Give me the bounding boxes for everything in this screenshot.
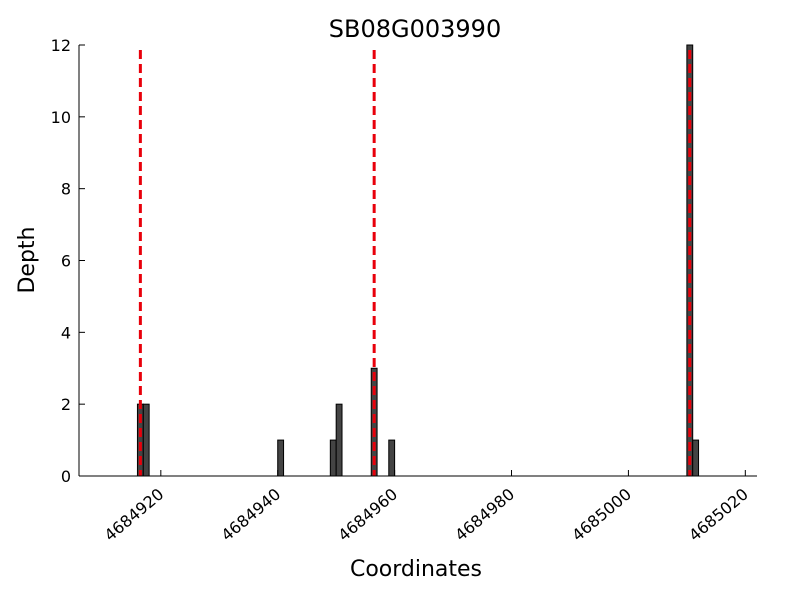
- y-tick-label-0: 0: [61, 467, 71, 486]
- x-tick-label-0: 4684920: [101, 485, 168, 545]
- y-tick-label-3: 6: [61, 252, 71, 271]
- chart-title: SB08G003990: [329, 15, 501, 43]
- bar-2: [277, 439, 285, 477]
- y-tick-label-5: 10: [51, 108, 71, 127]
- y-tick-label-2: 4: [61, 323, 71, 342]
- bar-1: [142, 403, 150, 477]
- x-tick-label-2: 4684960: [334, 485, 401, 545]
- y-axis-title: Depth: [15, 226, 40, 293]
- bar-8: [692, 439, 700, 477]
- markers-layer: [138, 50, 692, 476]
- y-tick-label-1: 2: [61, 395, 71, 414]
- x-tick-label-1: 4684940: [217, 485, 284, 545]
- x-tick-label-4: 4685000: [568, 485, 635, 545]
- y-tick-label-4: 8: [61, 180, 71, 199]
- x-axis-title: Coordinates: [350, 557, 482, 582]
- y-tick-label-6: 12: [51, 36, 71, 55]
- x-tick-label-3: 4684980: [451, 485, 518, 545]
- axes-layer: 0 2 4 6 8 10 12 4684920 4684940 4684960 4684980 468…: [51, 36, 757, 545]
- bar-4: [335, 403, 343, 477]
- bar-3: [329, 439, 337, 477]
- x-tick-label-5: 4685020: [685, 485, 752, 545]
- bars-layer: [136, 44, 700, 477]
- bar-6: [388, 439, 396, 477]
